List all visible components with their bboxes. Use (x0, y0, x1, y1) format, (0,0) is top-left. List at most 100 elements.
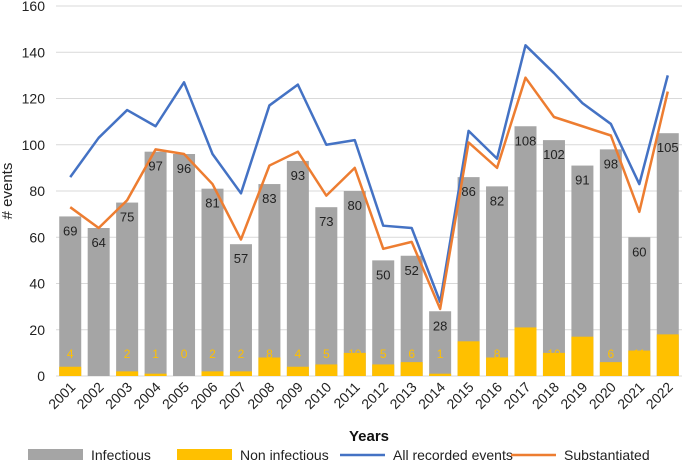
line-substantiated (69, 76, 669, 311)
bar-infectious (87, 228, 110, 376)
non-infectious-value-label: 1 (437, 347, 444, 361)
x-tick-label: 2005 (159, 379, 192, 412)
bar-infectious (258, 184, 281, 376)
bar-non-infectious (116, 371, 139, 376)
x-tick-label: 2007 (216, 379, 249, 412)
x-tick-label: 2016 (472, 379, 505, 412)
bar-non-infectious (201, 371, 224, 376)
y-tick-label: 80 (29, 183, 45, 199)
infectious-value-label: 91 (575, 173, 589, 188)
infectious-value-label: 75 (120, 210, 134, 225)
non-infectious-value-label: 10 (547, 347, 561, 361)
bar-infectious (229, 244, 252, 376)
x-tick-label: 2015 (443, 379, 476, 412)
infectious-value-label: 86 (461, 184, 475, 199)
x-tick-label: 2013 (386, 379, 419, 412)
bar-non-infectious (229, 371, 252, 376)
x-axis-ticks: 2001200220032004200520062007200820092010… (45, 379, 676, 412)
bar-non-infectious (144, 373, 167, 376)
bar-non-infectious (514, 327, 537, 376)
bars (59, 126, 679, 376)
bar-infectious (59, 216, 82, 376)
y-tick-label: 140 (22, 44, 46, 60)
x-tick-label: 2002 (73, 379, 106, 412)
infectious-value-label: 105 (657, 140, 679, 155)
infectious-value-label: 83 (262, 191, 276, 206)
bar-non-infectious (486, 357, 509, 376)
legend-all-recorded-events-label: All recorded events (393, 447, 513, 463)
x-tick-label: 2020 (586, 379, 619, 412)
infectious-value-label: 96 (177, 161, 191, 176)
bar-infectious (173, 154, 196, 376)
legend: Infectious Non infectious All recorded eve… (28, 447, 650, 463)
infectious-value-label: 60 (632, 244, 646, 259)
x-tick-label: 2004 (130, 379, 163, 412)
bar-non-infectious (571, 336, 594, 376)
x-tick-label: 2022 (643, 379, 676, 412)
y-tick-label: 40 (29, 276, 45, 292)
lines (69, 44, 669, 311)
non-infectious-value-label: 17 (576, 347, 590, 361)
x-axis-title: Years (349, 428, 389, 445)
y-axis-title: # events (0, 163, 16, 220)
x-tick-label: 2003 (102, 379, 135, 412)
x-tick-label: 2017 (500, 379, 533, 412)
x-tick-label: 2011 (330, 379, 363, 412)
x-tick-label: 2018 (529, 379, 562, 412)
bar-non-infectious (372, 364, 395, 376)
legend-infectious-swatch (28, 449, 83, 460)
bar-infectious (514, 126, 537, 376)
x-tick-label: 2019 (557, 379, 590, 412)
x-tick-label: 2009 (273, 379, 306, 412)
bar-infectious (116, 202, 139, 376)
x-tick-label: 2014 (415, 379, 448, 412)
bar-non-infectious (457, 341, 480, 376)
infectious-value-label: 82 (490, 193, 504, 208)
non-infectious-value-label: 18 (661, 347, 675, 361)
bar-non-infectious (343, 352, 366, 376)
infectious-value-label: 57 (234, 251, 248, 266)
infectious-value-label: 93 (291, 168, 305, 183)
bar-infectious (343, 191, 366, 376)
non-infectious-value-label: 8 (266, 347, 273, 361)
bar-infectious (372, 260, 395, 376)
bar-non-infectious (315, 364, 338, 376)
x-tick-label: 2010 (301, 379, 334, 412)
bar-infectious (201, 188, 224, 376)
line-all-recorded-events (69, 44, 669, 304)
bar-infectious (457, 177, 480, 376)
legend-non-infectious-swatch (177, 449, 232, 460)
legend-infectious-label: Infectious (91, 447, 151, 463)
bar-infectious (315, 207, 338, 376)
x-tick-label: 2012 (358, 379, 391, 412)
bar-infectious (542, 140, 565, 376)
non-infectious-value-label: 0 (181, 347, 188, 361)
bar-infectious (144, 151, 167, 376)
x-tick-label: 2008 (244, 379, 277, 412)
y-tick-label: 0 (37, 368, 45, 384)
non-infectious-value-label: 8 (494, 347, 501, 361)
non-infectious-value-label: 11 (633, 347, 646, 361)
infectious-value-label: 97 (148, 159, 162, 174)
bar-infectious (656, 133, 679, 376)
infectious-value-label: 73 (319, 214, 333, 229)
legend-substantiated-label: Substantiated (564, 447, 650, 463)
x-tick-label: 2021 (614, 379, 647, 412)
bar-non-infectious (429, 373, 452, 376)
non-infectious-value-label: 5 (323, 347, 330, 361)
legend-non-infectious-label: Non infectious (240, 447, 329, 463)
bar-non-infectious (599, 362, 622, 376)
bar-infectious (486, 186, 509, 376)
bar-non-infectious (628, 350, 651, 376)
infectious-value-label: 69 (63, 223, 77, 238)
y-tick-label: 100 (22, 137, 46, 153)
bar-infectious (429, 311, 452, 376)
bar-non-infectious (400, 362, 423, 376)
non-infectious-value-label: 2 (124, 347, 131, 361)
infectious-value-label: 102 (543, 147, 565, 162)
bar-infectious (599, 149, 622, 376)
non-infectious-value-label: 6 (608, 347, 615, 361)
infectious-value-label: 50 (376, 267, 390, 282)
non-infectious-value-label: 4 (67, 347, 74, 361)
bar-infectious (286, 160, 309, 376)
